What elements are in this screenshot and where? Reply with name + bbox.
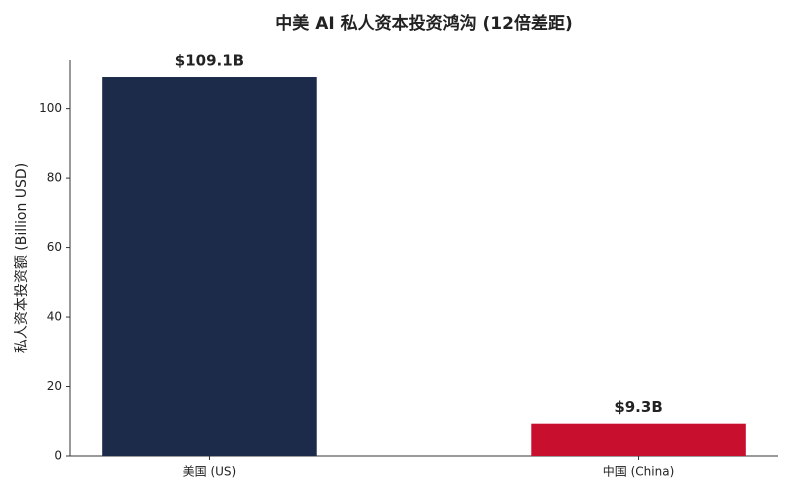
bar bbox=[102, 77, 317, 456]
value-label: $9.3B bbox=[614, 398, 662, 416]
value-label: $109.1B bbox=[175, 52, 244, 70]
y-axis-label: 私人资本投资额 (Billion USD) bbox=[14, 163, 30, 353]
chart-title: 中美 AI 私人资本投资鸿沟 (12倍差距) bbox=[275, 13, 572, 34]
y-tick-label: 100 bbox=[39, 101, 62, 115]
y-tick-label: 40 bbox=[47, 310, 62, 324]
y-tick-label: 0 bbox=[54, 449, 62, 463]
y-tick-label: 80 bbox=[47, 171, 62, 185]
y-tick-label: 60 bbox=[47, 240, 62, 254]
x-tick-label: 中国 (China) bbox=[603, 464, 674, 479]
y-tick-label: 20 bbox=[47, 379, 62, 393]
x-tick-label: 美国 (US) bbox=[183, 465, 237, 479]
bar bbox=[531, 423, 746, 456]
